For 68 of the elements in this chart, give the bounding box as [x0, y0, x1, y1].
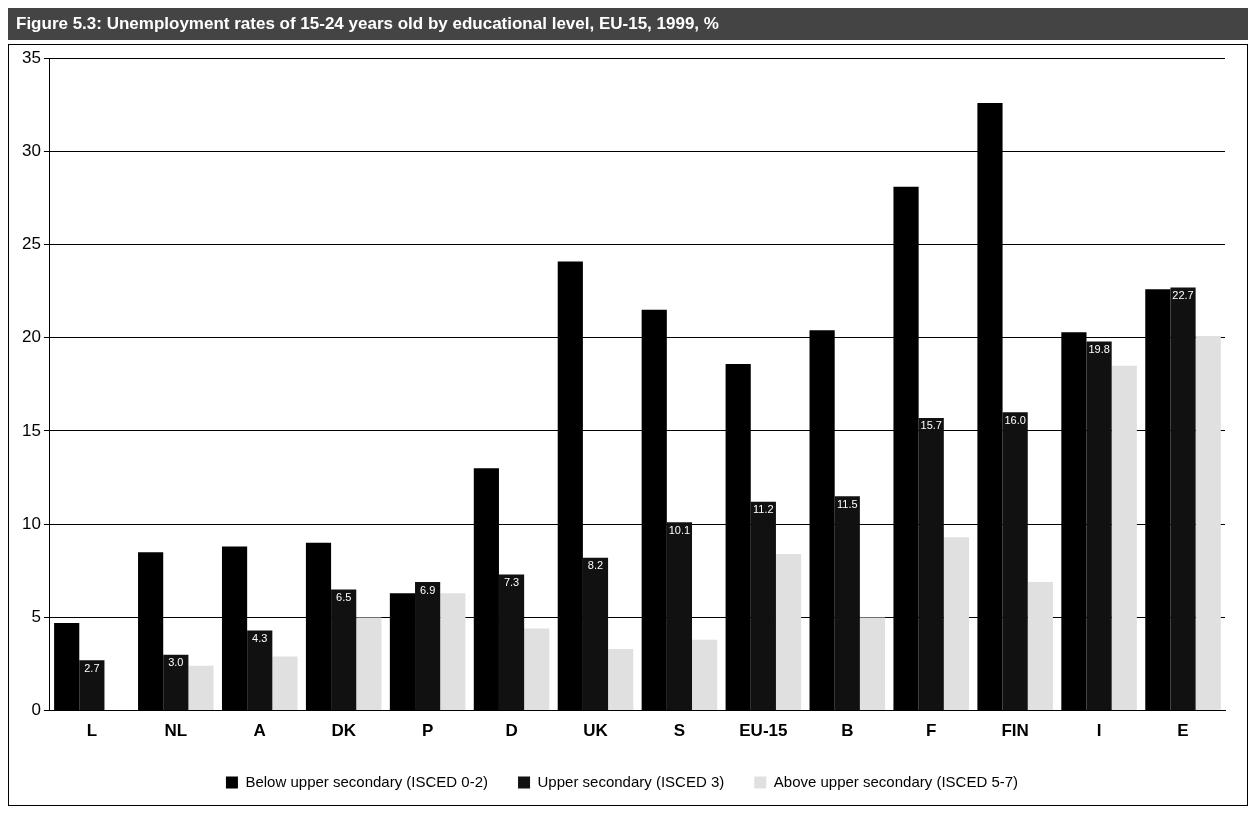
- bar: [666, 522, 693, 711]
- bar: [1027, 581, 1053, 711]
- bar: [943, 537, 969, 711]
- x-tick-label: DK: [331, 721, 357, 741]
- bar: [608, 649, 634, 711]
- data-label: 16.0: [1004, 413, 1026, 426]
- bar: [692, 639, 718, 711]
- y-tick-label: 15: [21, 420, 41, 440]
- bar: [918, 417, 944, 711]
- bar: [1002, 412, 1028, 711]
- data-label: 19.8: [1088, 343, 1110, 356]
- y-tick-label: 30: [21, 141, 41, 161]
- legend-label: Below upper secondary (ISCED 0-2): [245, 772, 489, 790]
- x-tick-label: S: [673, 721, 686, 741]
- bar: [163, 654, 189, 711]
- x-tick-label: FIN: [1001, 721, 1029, 741]
- data-label: 7.3: [503, 576, 520, 589]
- bar: [1111, 365, 1137, 711]
- bar: [1170, 287, 1196, 711]
- data-label: 3.0: [168, 656, 184, 669]
- y-tick-label: 0: [31, 700, 41, 720]
- bar: [54, 622, 80, 711]
- x-tick-label: L: [86, 721, 98, 741]
- x-tick-label: A: [253, 721, 266, 741]
- x-tick-label: F: [926, 721, 937, 741]
- y-tick-label: 25: [21, 234, 41, 254]
- y-tick-label: 35: [21, 47, 41, 67]
- x-tick-label: P: [421, 721, 434, 741]
- bar: [498, 574, 525, 711]
- bar: [775, 554, 802, 711]
- data-label: 11.2: [753, 503, 774, 516]
- bar: [188, 665, 214, 711]
- bar: [750, 501, 776, 711]
- x-tick-label: E: [1177, 721, 1189, 741]
- data-label: 22.7: [1172, 289, 1194, 301]
- legend-label: Above upper secondary (ISCED 5-7): [773, 772, 1019, 790]
- data-label: 11.5: [837, 497, 858, 510]
- data-label: 8.2: [587, 559, 604, 572]
- x-tick-label: B: [841, 721, 854, 741]
- bar: [1195, 335, 1221, 711]
- x-tick-label: EU-15: [739, 721, 788, 741]
- bar: [834, 496, 860, 711]
- y-tick-label: 20: [21, 327, 41, 347]
- chart-title: Figure 5.3: Unemployment rates of 15-24 years old by educational level, EU-15, 1999, %: [8, 8, 1248, 40]
- data-label: 2.7: [84, 661, 100, 674]
- bar: [356, 617, 382, 711]
- x-tick-label: UK: [583, 721, 609, 741]
- legend-label: Upper secondary (ISCED 3): [537, 772, 725, 790]
- x-tick-label: NL: [164, 721, 188, 741]
- bar: [272, 656, 298, 711]
- x-tick-label: I: [1096, 721, 1102, 741]
- data-label: 6.5: [336, 590, 352, 603]
- bar: [440, 593, 466, 711]
- bar: [524, 628, 550, 711]
- bar: [79, 660, 105, 711]
- data-label: 15.7: [920, 419, 942, 432]
- bar: [331, 589, 357, 711]
- bar: [859, 617, 886, 711]
- bar: [247, 630, 273, 711]
- bar: [582, 557, 609, 711]
- x-tick-label: D: [505, 721, 518, 741]
- bar: [415, 581, 441, 711]
- y-tick-label: 5: [31, 607, 41, 627]
- data-label: 10.1: [668, 523, 691, 536]
- data-label: 4.3: [252, 631, 268, 644]
- data-label: 6.9: [419, 583, 436, 596]
- bar: [1086, 341, 1112, 711]
- y-tick-label: 10: [21, 513, 41, 533]
